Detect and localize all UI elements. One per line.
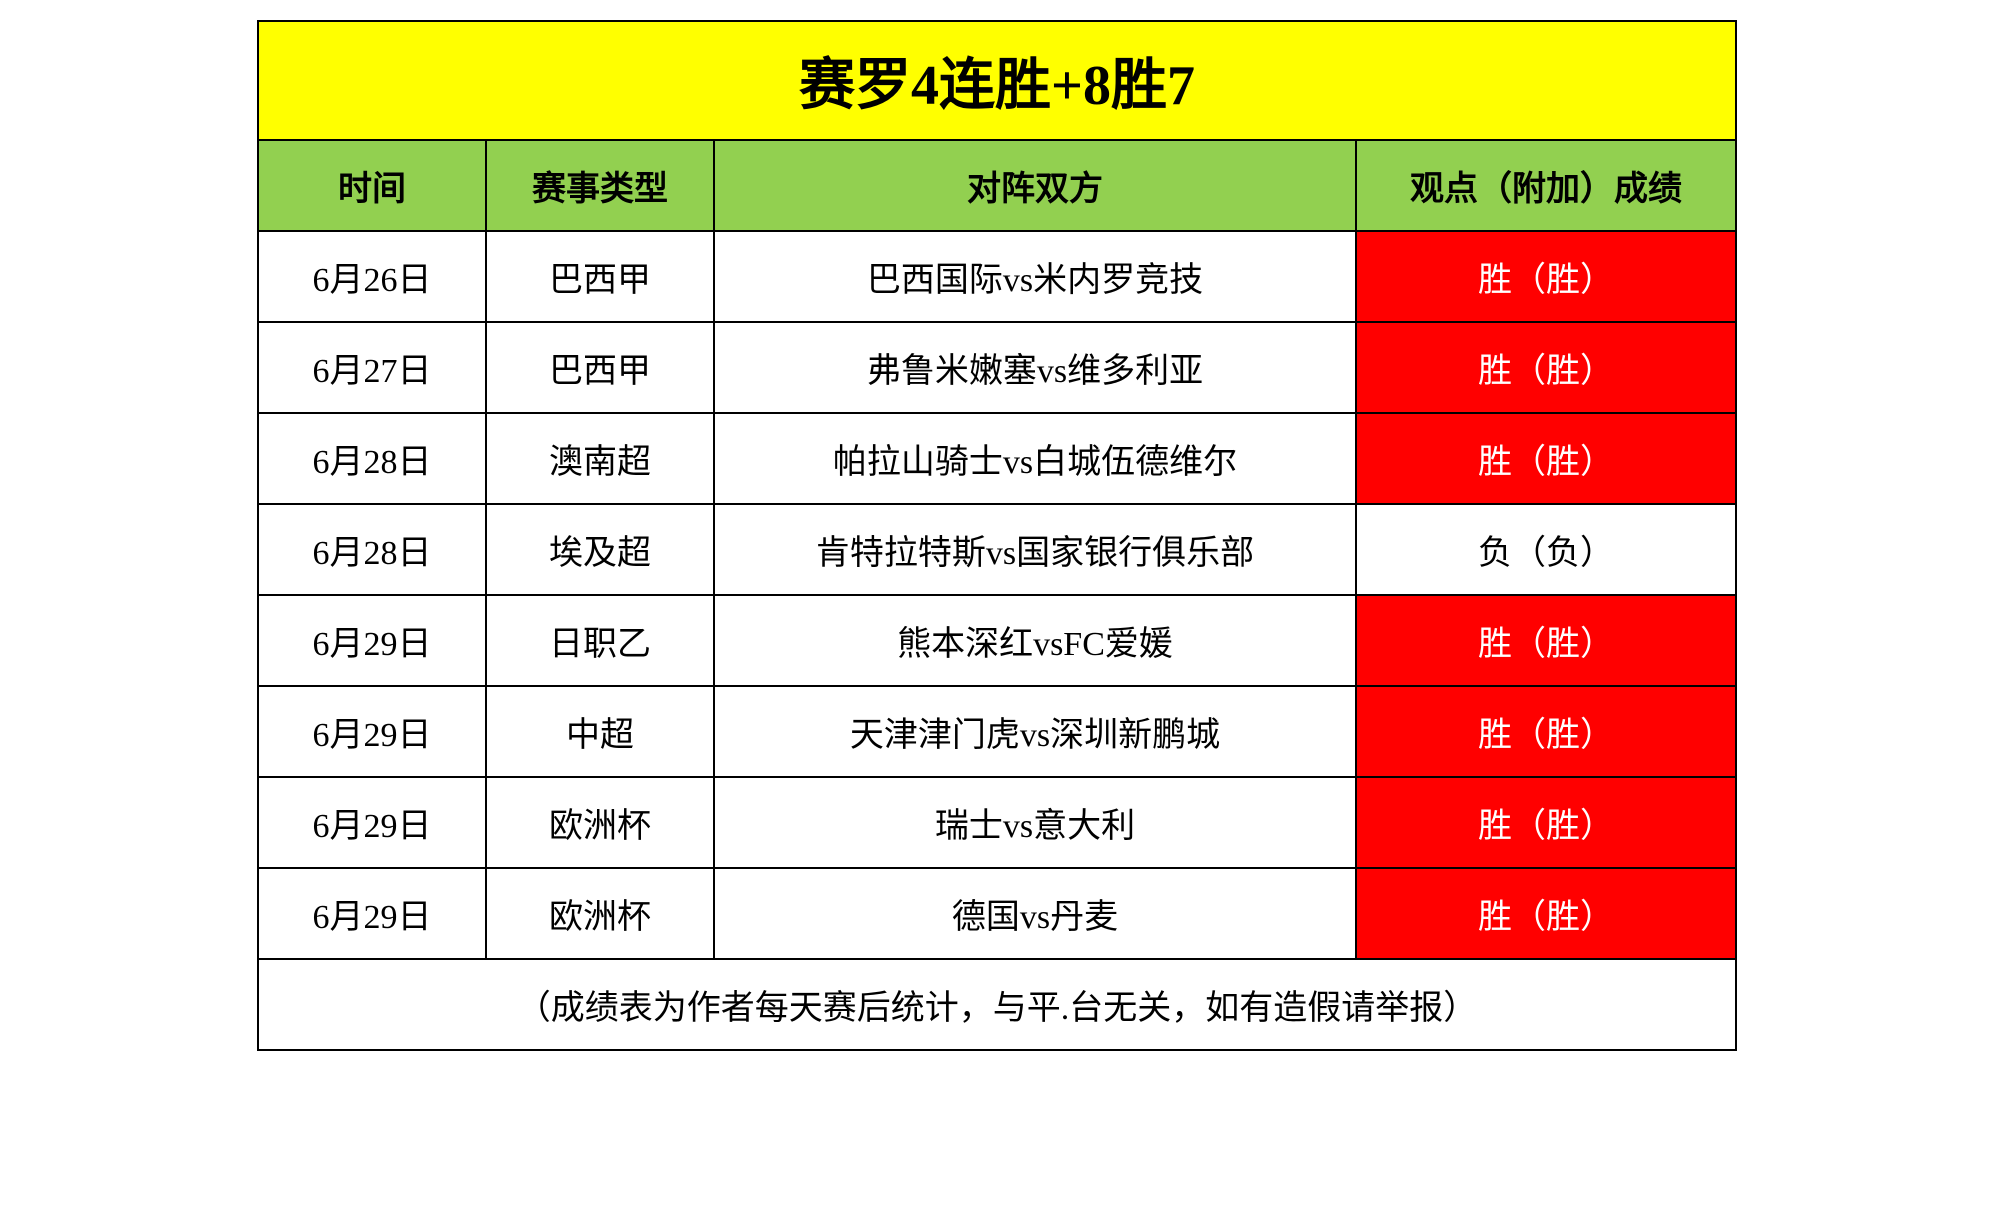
header-type: 赛事类型 xyxy=(487,141,715,230)
table-row: 6月29日中超天津津门虎vs深圳新鹏城胜（胜） xyxy=(259,687,1735,778)
cell-type: 日职乙 xyxy=(487,596,715,685)
cell-date: 6月28日 xyxy=(259,414,487,503)
cell-result: 胜（胜） xyxy=(1357,687,1735,776)
table-row: 6月29日欧洲杯瑞士vs意大利胜（胜） xyxy=(259,778,1735,869)
cell-match: 熊本深红vsFC爱媛 xyxy=(715,596,1357,685)
table-title: 赛罗4连胜+8胜7 xyxy=(259,22,1735,141)
table-footer: （成绩表为作者每天赛后统计，与平.台无关，如有造假请举报） xyxy=(259,960,1735,1049)
cell-result: 胜（胜） xyxy=(1357,869,1735,958)
table-row: 6月26日巴西甲巴西国际vs米内罗竞技胜（胜） xyxy=(259,232,1735,323)
cell-match: 德国vs丹麦 xyxy=(715,869,1357,958)
cell-date: 6月28日 xyxy=(259,505,487,594)
cell-result: 胜（胜） xyxy=(1357,323,1735,412)
prediction-table: 赛罗4连胜+8胜7 时间 赛事类型 对阵双方 观点（附加）成绩 6月26日巴西甲… xyxy=(257,20,1737,1051)
table-row: 6月29日欧洲杯德国vs丹麦胜（胜） xyxy=(259,869,1735,960)
cell-match: 肯特拉特斯vs国家银行俱乐部 xyxy=(715,505,1357,594)
table-header-row: 时间 赛事类型 对阵双方 观点（附加）成绩 xyxy=(259,141,1735,232)
cell-date: 6月29日 xyxy=(259,687,487,776)
cell-type: 中超 xyxy=(487,687,715,776)
cell-type: 巴西甲 xyxy=(487,232,715,321)
cell-result: 胜（胜） xyxy=(1357,778,1735,867)
cell-type: 欧洲杯 xyxy=(487,869,715,958)
cell-type: 欧洲杯 xyxy=(487,778,715,867)
cell-match: 帕拉山骑士vs白城伍德维尔 xyxy=(715,414,1357,503)
header-date: 时间 xyxy=(259,141,487,230)
table-row: 6月27日巴西甲弗鲁米嫩塞vs维多利亚胜（胜） xyxy=(259,323,1735,414)
cell-result: 负（负） xyxy=(1357,505,1735,594)
table-row: 6月28日澳南超帕拉山骑士vs白城伍德维尔胜（胜） xyxy=(259,414,1735,505)
cell-date: 6月29日 xyxy=(259,778,487,867)
cell-type: 澳南超 xyxy=(487,414,715,503)
cell-result: 胜（胜） xyxy=(1357,596,1735,685)
table-row: 6月29日日职乙熊本深红vsFC爱媛胜（胜） xyxy=(259,596,1735,687)
cell-date: 6月29日 xyxy=(259,869,487,958)
cell-date: 6月29日 xyxy=(259,596,487,685)
table-row: 6月28日埃及超肯特拉特斯vs国家银行俱乐部负（负） xyxy=(259,505,1735,596)
cell-result: 胜（胜） xyxy=(1357,232,1735,321)
header-match: 对阵双方 xyxy=(715,141,1357,230)
cell-date: 6月27日 xyxy=(259,323,487,412)
cell-match: 瑞士vs意大利 xyxy=(715,778,1357,867)
header-result: 观点（附加）成绩 xyxy=(1357,141,1735,230)
cell-match: 天津津门虎vs深圳新鹏城 xyxy=(715,687,1357,776)
cell-match: 弗鲁米嫩塞vs维多利亚 xyxy=(715,323,1357,412)
cell-date: 6月26日 xyxy=(259,232,487,321)
table-body: 6月26日巴西甲巴西国际vs米内罗竞技胜（胜）6月27日巴西甲弗鲁米嫩塞vs维多… xyxy=(259,232,1735,960)
cell-type: 巴西甲 xyxy=(487,323,715,412)
cell-match: 巴西国际vs米内罗竞技 xyxy=(715,232,1357,321)
cell-result: 胜（胜） xyxy=(1357,414,1735,503)
cell-type: 埃及超 xyxy=(487,505,715,594)
